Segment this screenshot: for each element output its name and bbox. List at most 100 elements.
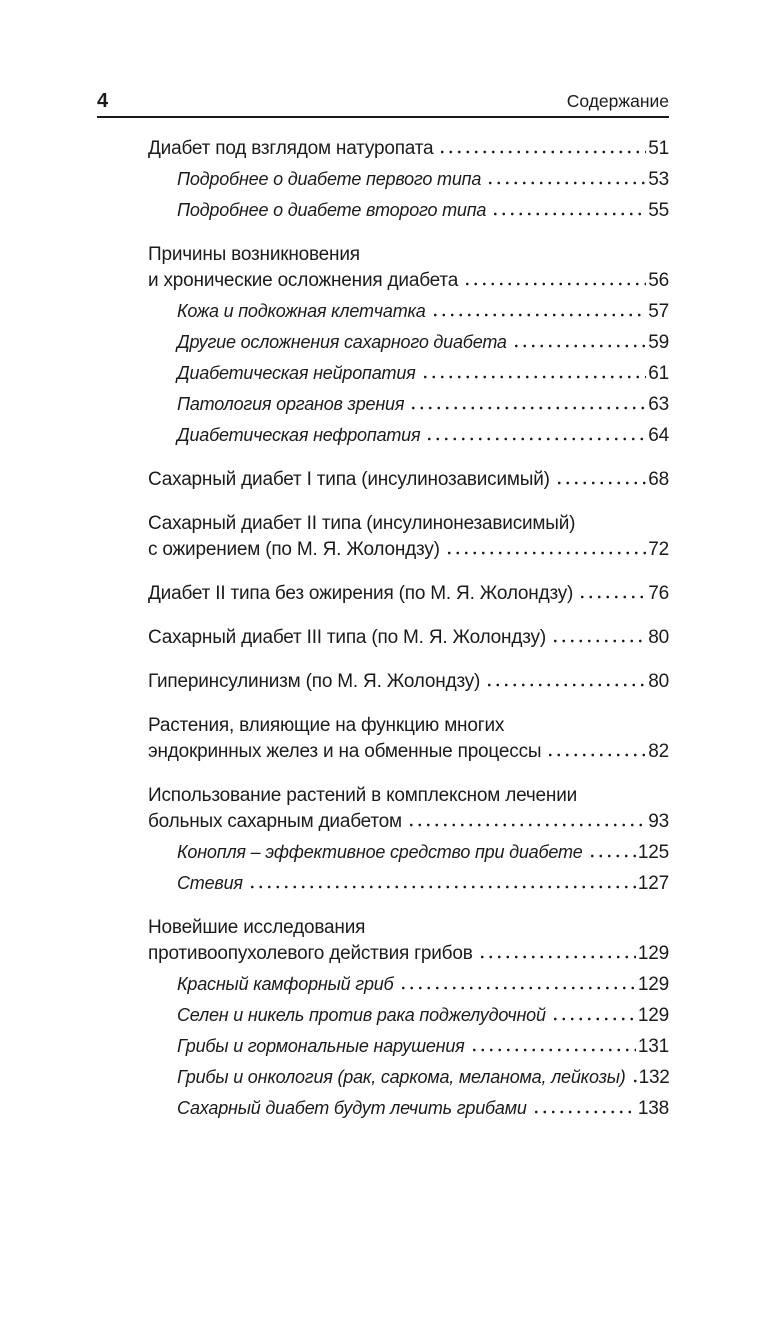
toc-entry-title: Грибы и гормональные нарушения: [177, 1036, 465, 1056]
toc-entry-title: Диабет II типа без ожирения (по М. Я. Жо…: [148, 583, 574, 604]
toc-entry-line: Диабетическая нефропатия 64: [177, 422, 669, 449]
toc-entry: Сахарный диабет I типа (инсулинозависимы…: [148, 467, 669, 493]
toc-entry-line: Другие осложнения сахарного диабета 59: [177, 329, 669, 356]
dot-leader: [409, 406, 647, 410]
toc-entry-line: Подробнее о диабете первого типа 53: [177, 166, 669, 193]
toc-entry-line: Патология органов зрения 63: [177, 391, 669, 418]
toc-page-ref: 82: [648, 741, 669, 762]
toc-page-ref: 93: [648, 811, 669, 832]
toc-page-ref: 51: [648, 138, 669, 159]
toc-page-ref: 64: [648, 425, 669, 446]
toc-entry-title: Патология органов зрения: [177, 394, 405, 414]
toc-entry-title: Новейшие исследования: [148, 917, 366, 938]
book-page: 4 Содержание Диабет под взглядом натуроп…: [0, 90, 768, 1331]
header-rule: [97, 116, 669, 118]
toc-page-ref: 138: [637, 1098, 669, 1119]
toc-entry-title: Подробнее о диабете второго типа: [177, 200, 487, 220]
dot-leader: [550, 639, 647, 643]
toc-entry: Использование растений в комплексном леч…: [148, 783, 669, 835]
toc-entry-line: Растения, влияющие на функцию многих: [148, 713, 669, 739]
toc-page-ref: 129: [637, 1005, 669, 1026]
toc-entry-title: с ожирением (по М. Я. Жолондзу): [148, 539, 440, 560]
dot-leader: [438, 150, 647, 154]
toc-entry-line: Кожа и подкожная клетчатка 57: [177, 298, 669, 325]
dot-leader: [491, 212, 647, 216]
toc-entry-title: Сахарный диабет III типа (по М. Я. Жолон…: [148, 627, 546, 648]
toc-page-ref: 132: [638, 1067, 670, 1088]
toc-entry: Причины возникновения и хронические ослож…: [148, 242, 669, 294]
toc-entry-line: эндокринных желез и на обменные процессы…: [148, 739, 669, 765]
dot-leader: [485, 683, 647, 687]
dot-leader: [406, 823, 647, 827]
toc-entry-title: Растения, влияющие на функцию многих: [148, 715, 505, 736]
toc-sub-entry: Кожа и подкожная клетчатка 57: [148, 298, 669, 325]
toc-entry-title: Сахарный диабет будут лечить грибами: [177, 1098, 527, 1118]
toc-sub-entry: Грибы и гормональные нарушения 131: [148, 1033, 669, 1060]
toc-page-ref: 131: [637, 1036, 669, 1057]
toc-entry-title: Причины возникновения: [148, 244, 360, 265]
dot-leader: [531, 1110, 636, 1114]
toc-entry-line: Диабетическая нейропатия 61: [177, 360, 669, 387]
toc-entry-line: Конопля – эффективное средство при диабе…: [177, 839, 669, 866]
dot-leader: [511, 344, 647, 348]
toc-sub-entry: Красный камфорный гриб 129: [148, 971, 669, 998]
toc-page-ref: 125: [637, 842, 669, 863]
toc-sub-entry: Грибы и онкология (рак, саркома, меланом…: [148, 1064, 670, 1091]
toc-entry-line: с ожирением (по М. Я. Жолондзу) 72: [148, 537, 669, 563]
dot-leader: [420, 375, 647, 379]
dot-leader: [247, 885, 636, 889]
toc-entry-line: Диабет II типа без ожирения (по М. Я. Жо…: [148, 581, 669, 607]
toc-entry-title: Сахарный диабет I типа (инсулинозависимы…: [148, 469, 550, 490]
toc-page-ref: 72: [648, 539, 669, 560]
toc-entry-line: Гиперинсулинизм (по М. Я. Жолондзу) 80: [148, 669, 669, 695]
toc-page-ref: 55: [648, 200, 669, 221]
dot-leader: [425, 437, 647, 441]
dot-leader: [554, 481, 647, 485]
dot-leader: [463, 282, 647, 286]
dot-leader: [430, 313, 647, 317]
toc-page-ref: 129: [637, 943, 669, 964]
toc-entry: Диабет II типа без ожирения (по М. Я. Жо…: [148, 581, 669, 607]
toc-entry-line: Подробнее о диабете второго типа 55: [177, 197, 669, 224]
toc-entry-title: эндокринных желез и на обменные процессы: [148, 741, 542, 762]
toc-entry-title: Гиперинсулинизм (по М. Я. Жолондзу): [148, 671, 481, 692]
dot-leader: [550, 1017, 636, 1021]
toc-entry-line: Стевия 127: [177, 870, 669, 897]
dot-leader: [398, 986, 636, 990]
toc-entry-title: Кожа и подкожная клетчатка: [177, 301, 426, 321]
toc-page-ref: 68: [648, 469, 669, 490]
toc-entry-line: Селен и никель против рака поджелудочной…: [177, 1002, 669, 1029]
dot-leader: [486, 181, 647, 185]
toc-entry-line: противоопухолевого действия грибов 129: [148, 941, 669, 967]
toc-page-ref: 63: [648, 394, 669, 415]
toc-entry-title: Диабетическая нейропатия: [177, 363, 416, 383]
toc-page-ref: 57: [648, 301, 669, 322]
toc-entry-line: Сахарный диабет будут лечить грибами 138: [177, 1095, 669, 1122]
toc-entry: Новейшие исследования противоопухолевого …: [148, 915, 669, 967]
toc-page-ref: 61: [648, 363, 669, 384]
dot-leader: [469, 1048, 636, 1052]
toc-sub-entry: Диабетическая нейропатия 61: [148, 360, 669, 387]
toc-sub-entry: Конопля – эффективное средство при диабе…: [148, 839, 669, 866]
toc-entry-line: и хронические осложнения диабета 56: [148, 268, 669, 294]
toc-sub-entry: Подробнее о диабете второго типа 55: [148, 197, 669, 224]
dot-leader: [587, 854, 636, 858]
toc-entry-title: противоопухолевого действия грибов: [148, 943, 473, 964]
page-header: 4 Содержание: [97, 90, 669, 112]
toc-sub-entry: Подробнее о диабете первого типа 53: [148, 166, 669, 193]
dot-leader: [444, 551, 647, 555]
running-title: Содержание: [566, 91, 669, 111]
toc-entry-title: больных сахарным диабетом: [148, 811, 402, 832]
toc-entry-title: Подробнее о диабете первого типа: [177, 169, 482, 189]
toc-entry-line: Причины возникновения: [148, 242, 669, 268]
toc-entry-title: Другие осложнения сахарного диабета: [177, 332, 507, 352]
toc-page-ref: 56: [648, 270, 669, 291]
dot-leader: [578, 595, 647, 599]
toc-entry-line: Грибы и гормональные нарушения 131: [177, 1033, 669, 1060]
toc-entry-line: Новейшие исследования: [148, 915, 669, 941]
toc-page-ref: 129: [637, 974, 669, 995]
toc-page-ref: 127: [637, 873, 669, 894]
toc-entry-line: Сахарный диабет I типа (инсулинозависимы…: [148, 467, 669, 493]
toc-entry-title: Красный камфорный гриб: [177, 974, 394, 994]
toc-entry-line: больных сахарным диабетом 93: [148, 809, 669, 835]
